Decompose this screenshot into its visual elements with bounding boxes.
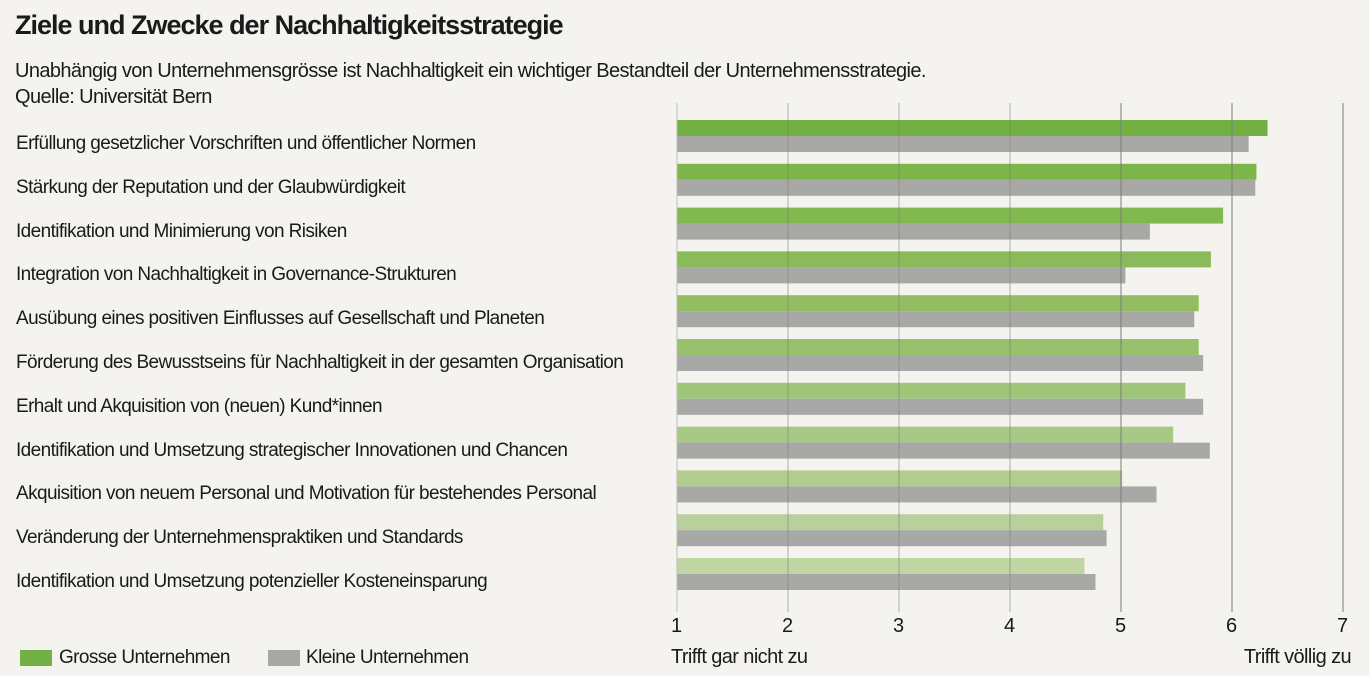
x-label-right: Trifft völlig zu: [1243, 646, 1352, 668]
bar-grosse-unternehmen: [677, 558, 1085, 574]
x-tick-label: 3: [893, 615, 904, 637]
bar-kleine-unternehmen: [677, 355, 1204, 371]
bar-kleine-unternehmen: [677, 311, 1195, 328]
bar-grosse-unternehmen: [677, 251, 1211, 268]
category-label: Förderung des Bewusstseins für Nachhalti…: [16, 352, 624, 373]
legend-swatch-grosse: [20, 650, 52, 666]
chart-source: Quelle: Universität Bern: [15, 86, 212, 108]
bar-kleine-unternehmen: [677, 136, 1249, 152]
bar-grosse-unternehmen: [677, 514, 1104, 531]
x-label-left: Trifft gar nicht zu: [671, 646, 808, 668]
x-tick-label: 1: [671, 615, 682, 637]
x-tick-label: 7: [1337, 615, 1348, 637]
legend-label-grosse: Grosse Unternehmen: [59, 647, 230, 668]
category-label: Identifikation und Minimierung von Risik…: [16, 220, 347, 242]
bar-kleine-unternehmen: [677, 530, 1107, 547]
bar-kleine-unternehmen: [677, 223, 1150, 240]
bar-kleine-unternehmen: [677, 574, 1096, 590]
category-label: Erhalt und Akquisition von (neuen) Kund*…: [16, 395, 383, 417]
bar-grosse-unternehmen: [677, 382, 1186, 399]
x-tick-label: 6: [1226, 615, 1237, 637]
bar-kleine-unternehmen: [677, 398, 1204, 415]
bar-grosse-unternehmen: [677, 426, 1174, 443]
category-label: Erfüllung gesetzlicher Vorschriften und …: [16, 133, 476, 154]
category-label: Identifikation und Umsetzung strategisch…: [16, 439, 568, 461]
chart-title: Ziele und Zwecke der Nachhaltigkeitsstra…: [15, 10, 564, 40]
category-label: Ausübung eines positiven Einflusses auf …: [16, 308, 545, 330]
bar-grosse-unternehmen: [677, 295, 1199, 312]
bar-kleine-unternehmen: [677, 486, 1157, 503]
category-label: Veränderung der Unternehmenspraktiken un…: [16, 527, 463, 549]
bar-kleine-unternehmen: [677, 442, 1210, 459]
bar-grosse-unternehmen: [677, 339, 1199, 355]
legend-swatch-kleine: [268, 650, 300, 666]
bar-kleine-unternehmen: [677, 179, 1256, 196]
bar-kleine-unternehmen: [677, 267, 1126, 284]
x-tick-label: 5: [1115, 615, 1126, 637]
category-label: Integration von Nachhaltigkeit in Govern…: [16, 264, 457, 286]
bar-grosse-unternehmen: [677, 163, 1257, 180]
bar-grosse-unternehmen: [677, 470, 1123, 487]
chart-subtitle: Unabhängig von Unternehmensgrösse ist Na…: [15, 60, 926, 82]
bar-grosse-unternehmen: [677, 207, 1224, 224]
x-tick-label: 2: [782, 615, 793, 637]
bar-grosse-unternehmen: [677, 120, 1268, 136]
legend-label-kleine: Kleine Unternehmen: [306, 647, 469, 668]
category-label: Stärkung der Reputation und der Glaubwür…: [16, 176, 406, 198]
category-label: Akquisition von neuem Personal und Motiv…: [16, 483, 597, 505]
category-label: Identifikation und Umsetzung potenzielle…: [16, 571, 488, 592]
x-tick-label: 4: [1004, 615, 1015, 637]
